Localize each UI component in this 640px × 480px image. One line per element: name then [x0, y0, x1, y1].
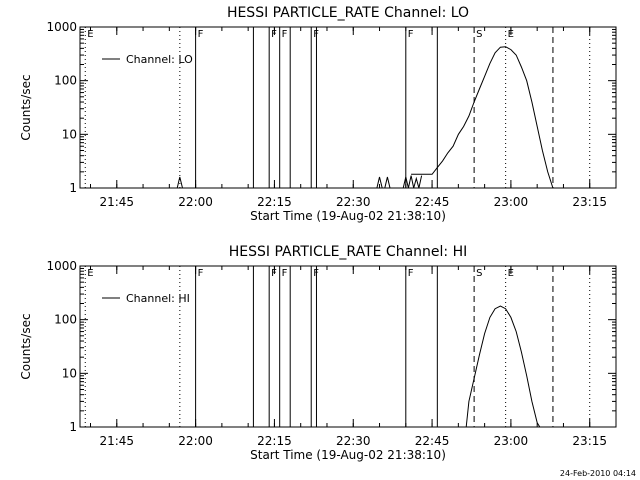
marker-flag-label: F: [271, 29, 277, 40]
x-tick-label: 21:45: [99, 434, 134, 448]
x-axis-label: Start Time (19-Aug-02 21:38:10): [250, 209, 446, 223]
x-tick-label: 22:30: [336, 434, 371, 448]
plot-frame: [79, 265, 617, 428]
y-tick-label: 100: [54, 313, 77, 327]
y-tick-label: 100: [54, 74, 77, 88]
marker-flag-label: F: [282, 268, 288, 279]
x-tick-label: 23:15: [572, 434, 607, 448]
y-tick-label: 1: [69, 181, 77, 195]
series-line: [384, 176, 391, 189]
series-line: [411, 46, 554, 189]
x-axis-label: Start Time (19-Aug-02 21:38:10): [250, 448, 446, 462]
marker-flag-label: F: [282, 29, 288, 40]
x-tick-label: 22:45: [415, 195, 450, 209]
marker-flag-label: S: [476, 268, 482, 279]
x-tick-label: 23:00: [494, 195, 529, 209]
x-tick-label: 22:00: [178, 195, 213, 209]
marker-flag-label: F: [198, 268, 204, 279]
marker-flag-label: E: [508, 29, 514, 40]
chart-panel-1: HESSI PARTICLE_RATE Channel: LO 1 10 100 100…: [19, 5, 617, 223]
marker-flag-label: F: [198, 29, 204, 40]
x-tick-label: 22:15: [257, 434, 292, 448]
x-tick-label: 22:00: [178, 434, 213, 448]
series-line: [176, 176, 183, 189]
y-tick-label: 10: [62, 366, 77, 380]
series-line: [376, 176, 383, 189]
y-tick-label: 10: [62, 127, 77, 141]
chart-panel-2: HESSI PARTICLE_RATE Channel: HI 1 10 100 100…: [19, 244, 617, 462]
plot-frame: [79, 26, 617, 189]
legend-entry: Channel: LO: [126, 53, 193, 66]
marker-flag-label: F: [408, 268, 414, 279]
y-tick-label: 1: [69, 420, 77, 434]
series-line: [402, 175, 423, 189]
series-line: [465, 305, 541, 428]
marker-flag-label: E: [87, 29, 93, 40]
x-tick-label: 23:00: [494, 434, 529, 448]
x-tick-label: 22:30: [336, 195, 371, 209]
chart-title: HESSI PARTICLE_RATE Channel: LO: [227, 5, 469, 21]
x-tick-label: 22:45: [415, 434, 450, 448]
marker-flag-label: F: [408, 29, 414, 40]
y-axis-label: Counts/sec: [19, 313, 33, 379]
legend-entry: Channel: HI: [126, 292, 190, 305]
y-axis-label: Counts/sec: [19, 74, 33, 140]
x-tick-label: 23:15: [572, 195, 607, 209]
marker-flag-label: F: [271, 268, 277, 279]
marker-flag-label: E: [87, 268, 93, 279]
x-tick-label: 22:15: [257, 195, 292, 209]
x-tick-label: 21:45: [99, 195, 134, 209]
marker-flag-label: E: [508, 268, 514, 279]
y-tick-label: 1000: [46, 259, 77, 273]
marker-flag-label: S: [476, 29, 482, 40]
timestamp-label: 24-Feb-2010 04:14: [560, 469, 636, 478]
y-tick-label: 1000: [46, 20, 77, 34]
chart-title: HESSI PARTICLE_RATE Channel: HI: [229, 244, 467, 260]
